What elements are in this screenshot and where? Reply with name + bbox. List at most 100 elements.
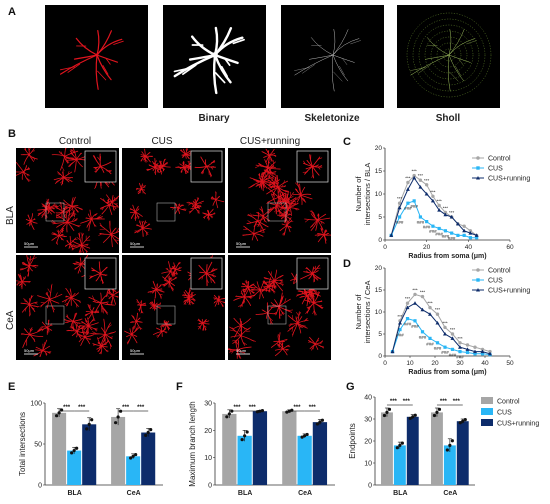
astrocyte-binary-image xyxy=(163,5,266,108)
data-point xyxy=(468,236,473,240)
astrocyte-cell xyxy=(19,255,39,277)
data-dot xyxy=(458,421,462,425)
x-tick-label: 20 xyxy=(431,360,439,367)
astrocyte-cell xyxy=(161,275,178,292)
data-point xyxy=(418,215,423,219)
category-label: CeA xyxy=(298,490,312,497)
significance-mark: ### xyxy=(404,322,412,327)
significance-mark: *** xyxy=(390,399,398,405)
astrocyte-cell xyxy=(51,207,82,234)
roi-box xyxy=(45,202,65,222)
data-dot xyxy=(227,412,231,416)
astrocyte-cell xyxy=(279,217,294,236)
y-tick-label: 15 xyxy=(375,287,383,294)
significance-mark: *** xyxy=(63,405,71,411)
legend-label: Control xyxy=(497,399,520,406)
bar-cus-running xyxy=(252,411,268,485)
significance-mark: *** xyxy=(420,290,426,295)
data-dot xyxy=(450,439,454,443)
bar-cus xyxy=(126,456,141,485)
data-point xyxy=(443,345,447,349)
bar-control xyxy=(52,412,67,485)
y-axis-label: Number ofintersections / BLA xyxy=(354,163,372,226)
row-title-bla: BLA xyxy=(5,206,16,225)
y-tick-label: 0 xyxy=(378,237,382,244)
astrocyte-cell xyxy=(169,203,187,215)
data-point xyxy=(455,221,460,226)
astrocyte-cell xyxy=(37,198,56,220)
data-dot xyxy=(129,456,133,460)
astrocyte-cell xyxy=(242,221,266,242)
data-point xyxy=(488,351,492,356)
astrocyte-cell xyxy=(197,318,210,331)
data-point xyxy=(488,349,492,354)
bar-cus xyxy=(443,445,456,485)
astrocyte-skeleton xyxy=(294,29,361,92)
data-point xyxy=(462,224,466,228)
astrocyte-cell xyxy=(198,261,218,287)
data-dot xyxy=(245,430,249,434)
sholl-ring xyxy=(436,42,462,68)
y-tick-label: 20 xyxy=(375,265,383,272)
significance-mark: ### xyxy=(434,346,442,351)
significance-mark: ### xyxy=(435,232,443,237)
column-title-control: Control xyxy=(58,136,92,147)
data-point xyxy=(437,208,442,212)
y-tick-label: 0 xyxy=(208,483,212,490)
astrocyte-cell xyxy=(25,213,38,230)
data-dot xyxy=(285,410,289,414)
endpoints-bar-chart: 0 10 20 30 40 Endpoints *** *** BLA *** *** CeA Cont… xyxy=(348,395,539,498)
astrocyte-cell xyxy=(147,280,165,300)
x-axis-label: Radius from soma (μm) xyxy=(408,369,486,376)
data-point xyxy=(412,175,417,180)
data-point xyxy=(420,307,425,312)
bar-cus-running xyxy=(141,432,156,485)
bar-control xyxy=(431,412,443,485)
significance-mark: *** xyxy=(450,327,456,332)
astrocyte-cell xyxy=(161,319,173,332)
data-point xyxy=(443,325,447,330)
micrograph-cea-cus-running: 50μm xyxy=(228,255,331,360)
y-tick-label: 100 xyxy=(30,401,42,408)
y-tick-label: 15 xyxy=(375,168,383,175)
data-dot xyxy=(70,451,74,455)
y-axis-label: Number ofintersections / CeA xyxy=(354,281,372,344)
data-point xyxy=(473,352,477,356)
scale-label: 50μm xyxy=(130,241,141,246)
bar-cus xyxy=(237,435,252,485)
astrocyte-cell xyxy=(20,295,40,317)
significance-mark: *** xyxy=(427,301,433,306)
significance-mark: *** xyxy=(405,176,411,181)
significance-mark: *** xyxy=(397,314,403,319)
astrocyte-cell xyxy=(287,311,309,337)
legend-label: Control xyxy=(488,268,511,275)
roi-box xyxy=(156,202,176,222)
astrocyte-cell xyxy=(140,148,154,163)
data-point xyxy=(425,220,429,224)
data-dot xyxy=(408,416,412,420)
astrocyte-cell xyxy=(59,29,124,90)
bar-cus-running xyxy=(406,416,419,485)
data-dot xyxy=(400,441,404,445)
data-point xyxy=(475,236,479,240)
bar-control xyxy=(111,416,126,485)
row-title-cea: CeA xyxy=(5,310,16,330)
data-dot xyxy=(385,410,389,414)
data-point xyxy=(443,212,448,217)
data-dot xyxy=(448,443,452,447)
significance-mark: ### xyxy=(396,333,404,338)
x-tick-label: 30 xyxy=(456,360,464,367)
data-point xyxy=(398,328,402,332)
y-axis-label: Total intersections xyxy=(18,412,27,476)
astrocyte-cell xyxy=(129,204,143,221)
data-point xyxy=(412,173,416,178)
significance-mark: *** xyxy=(437,199,443,204)
y-axis-label: Maximum branch length xyxy=(188,401,197,486)
astrocyte-cell xyxy=(302,154,323,179)
data-point xyxy=(428,312,432,316)
data-dot xyxy=(395,446,399,450)
micrograph-bla-cus: 50μm xyxy=(122,148,225,253)
x-tick-label: 40 xyxy=(481,360,489,367)
y-tick-label: 30 xyxy=(364,417,372,424)
data-point xyxy=(418,178,423,182)
